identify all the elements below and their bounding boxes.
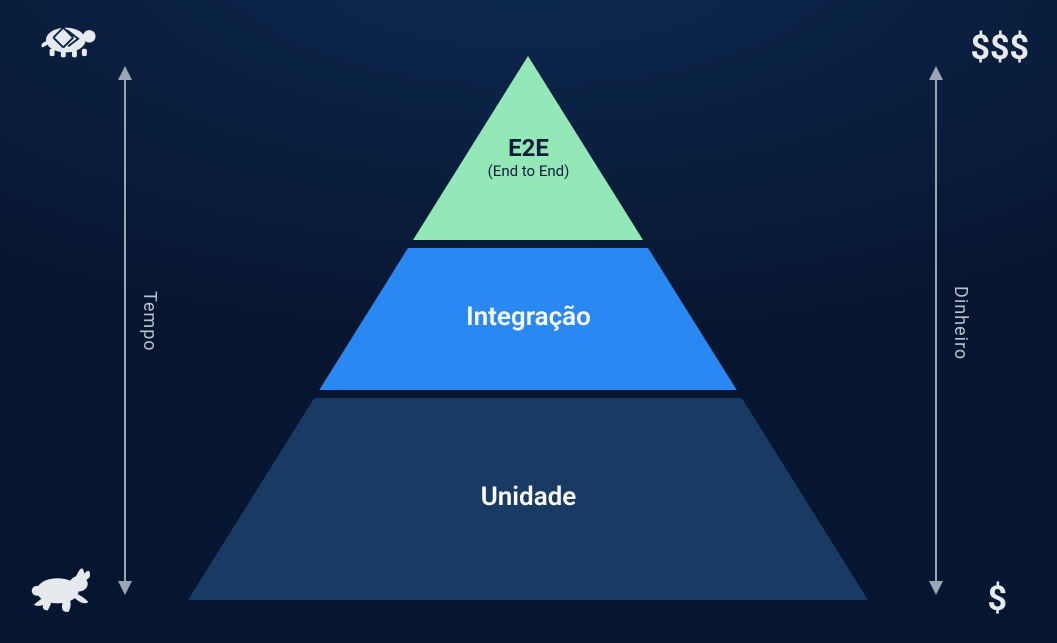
layer-label-unit: Unidade (0, 482, 1057, 512)
axis-money-arrow-down (929, 581, 943, 595)
axis-money-label: Dinheiro (950, 286, 971, 360)
testing-pyramid-diagram: E2E (End to End) Integração Unidade Temp… (0, 0, 1057, 643)
money-high-label: $$$ (970, 28, 1029, 68)
axis-money-line (935, 76, 937, 585)
layer-title-e2e: E2E (0, 134, 1057, 162)
axis-time-arrow-down (118, 581, 132, 595)
rabbit-icon (24, 560, 94, 619)
axis-money-arrow-up (929, 66, 943, 80)
axis-time-label: Tempo (139, 291, 160, 352)
axis-time-line (124, 76, 126, 585)
money-low-label: $ (987, 579, 1007, 619)
layer-label-e2e: E2E (End to End) (0, 134, 1057, 180)
layer-title-integration: Integração (466, 302, 591, 332)
layer-title-unit: Unidade (481, 482, 577, 512)
turtle-icon (36, 14, 98, 63)
axis-time-arrow-up (118, 66, 132, 80)
layer-subtitle-e2e: (End to End) (0, 162, 1057, 180)
